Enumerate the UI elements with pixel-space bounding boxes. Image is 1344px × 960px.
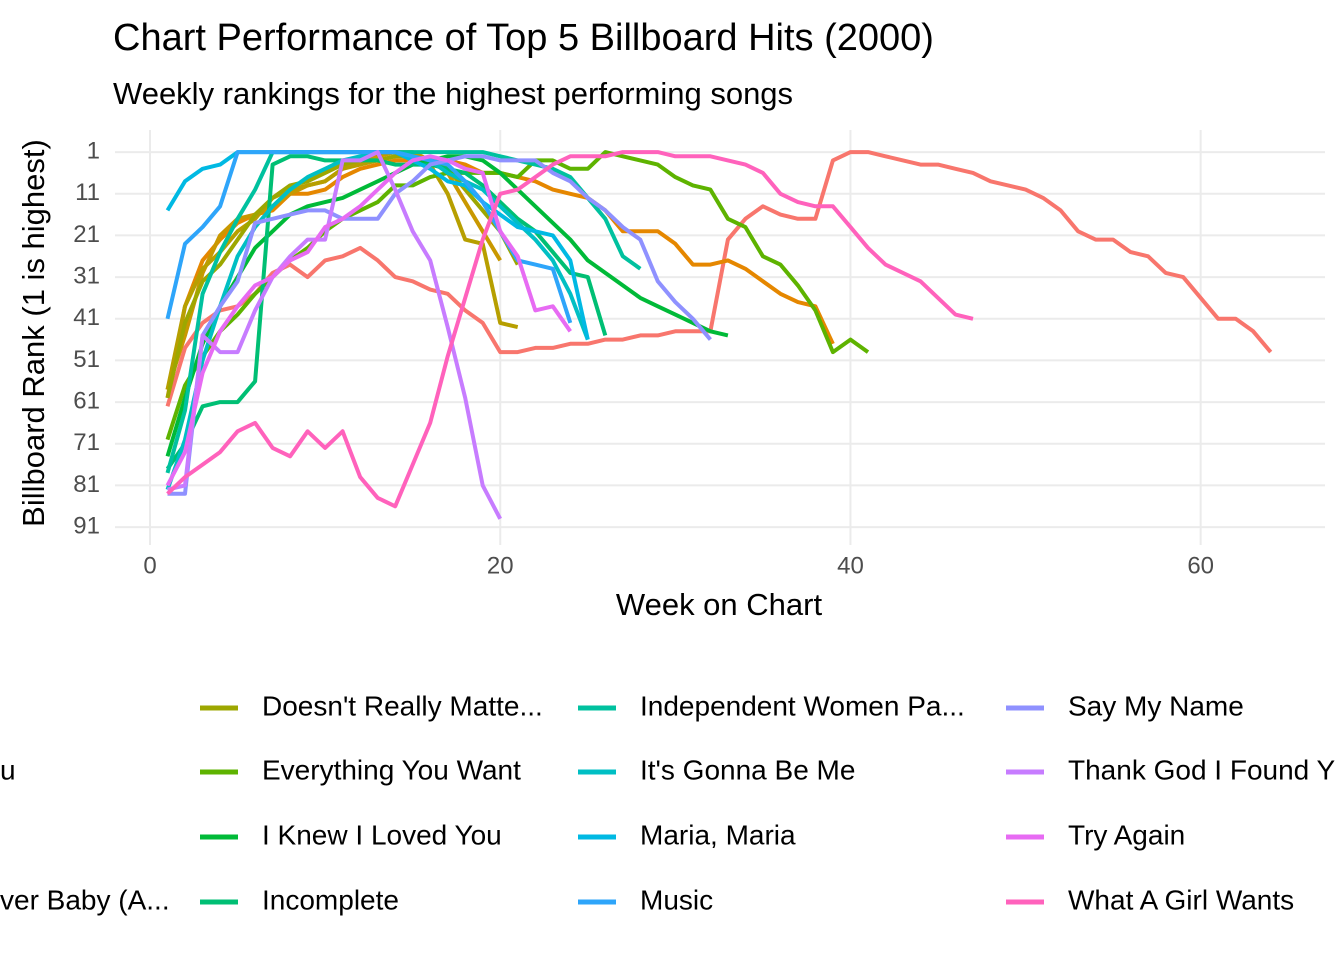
series-line bbox=[167, 150, 502, 520]
legend-label: Say My Name bbox=[1068, 690, 1244, 721]
legend-label: ver Baby (A... bbox=[0, 884, 170, 915]
x-tick-label: 20 bbox=[487, 552, 514, 579]
x-axis-label: Week on Chart bbox=[616, 587, 823, 622]
series-line bbox=[165, 150, 870, 441]
legend-label: Music bbox=[640, 884, 713, 915]
legend-label: What A Girl Wants bbox=[1068, 884, 1294, 915]
legend-label: u bbox=[0, 754, 16, 785]
y-tick-label: 91 bbox=[73, 512, 100, 539]
y-tick-label: 1 bbox=[87, 137, 100, 164]
y-tick-label: 81 bbox=[73, 471, 100, 498]
x-tick-label: 40 bbox=[837, 552, 864, 579]
y-tick-label: 31 bbox=[73, 262, 100, 289]
legend-label: It's Gonna Be Me bbox=[640, 754, 855, 785]
series-line bbox=[165, 154, 572, 487]
plot-lines bbox=[165, 150, 1273, 520]
legend: u ver Baby (A... Doesn't Really Matte... Ev… bbox=[0, 690, 1336, 915]
series-line bbox=[166, 150, 974, 509]
legend-label: Thank God I Found Y bbox=[1068, 754, 1336, 785]
y-tick-label: 51 bbox=[73, 346, 100, 373]
series-line bbox=[165, 154, 729, 457]
legend-label: Everything You Want bbox=[262, 754, 521, 785]
y-tick-label: 41 bbox=[73, 304, 100, 331]
y-tick-label: 11 bbox=[75, 179, 100, 206]
legend-label: Independent Women Pa... bbox=[640, 690, 965, 721]
y-tick-label: 71 bbox=[73, 429, 100, 456]
x-tick-label: 60 bbox=[1187, 552, 1214, 579]
x-tick-label: 0 bbox=[143, 552, 156, 579]
legend-label: Maria, Maria bbox=[640, 819, 796, 850]
legend-label: Doesn't Really Matte... bbox=[262, 690, 543, 721]
y-tick-label: 21 bbox=[73, 221, 100, 248]
legend-label: Try Again bbox=[1068, 819, 1185, 850]
y-axis-label: Billboard Rank (1 is highest) bbox=[16, 139, 51, 527]
series-line bbox=[165, 150, 642, 474]
series-line bbox=[167, 154, 712, 496]
y-tick-label: 61 bbox=[73, 387, 100, 414]
chart-title: Chart Performance of Top 5 Billboard Hit… bbox=[113, 17, 934, 59]
legend-label: I Knew I Loved You bbox=[262, 819, 502, 850]
chart-subtitle: Weekly rankings for the highest performi… bbox=[113, 76, 793, 111]
legend-label: Incomplete bbox=[262, 884, 399, 915]
series-line bbox=[165, 150, 1273, 407]
